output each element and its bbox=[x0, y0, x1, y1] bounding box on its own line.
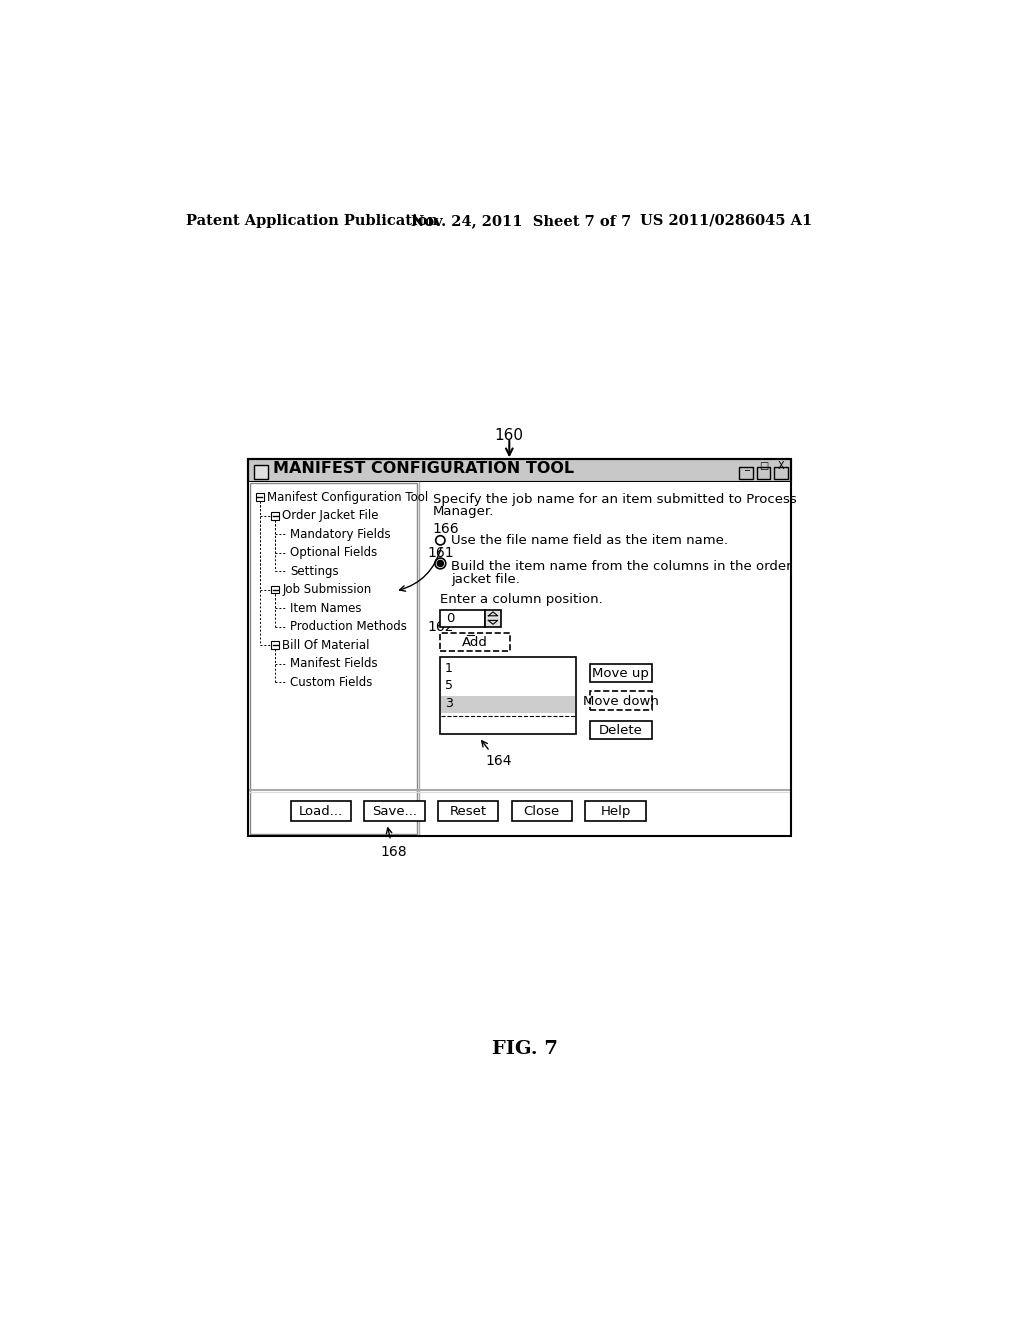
Bar bbox=[757, 467, 770, 479]
Bar bbox=[248, 482, 791, 836]
Text: Delete: Delete bbox=[599, 723, 643, 737]
Bar bbox=[441, 696, 575, 713]
Bar bbox=[271, 512, 280, 520]
Text: X: X bbox=[777, 461, 783, 471]
Bar bbox=[248, 459, 791, 482]
Text: Order Jacket File: Order Jacket File bbox=[283, 510, 379, 523]
Text: Manifest Configuration Tool: Manifest Configuration Tool bbox=[266, 491, 428, 504]
Text: Manifest Fields: Manifest Fields bbox=[290, 657, 378, 671]
Bar bbox=[291, 800, 351, 821]
Bar bbox=[739, 467, 754, 479]
Text: Specify the job name for an item submitted to Process: Specify the job name for an item submitt… bbox=[432, 492, 797, 506]
Text: 160: 160 bbox=[495, 428, 524, 444]
Text: US 2011/0286045 A1: US 2011/0286045 A1 bbox=[640, 214, 812, 228]
Text: 168: 168 bbox=[381, 845, 408, 859]
Text: 1: 1 bbox=[445, 663, 453, 675]
Text: 161: 161 bbox=[428, 545, 455, 560]
Text: Close: Close bbox=[523, 805, 560, 818]
Text: 164: 164 bbox=[485, 755, 512, 768]
Text: Mandatory Fields: Mandatory Fields bbox=[290, 528, 390, 541]
Bar bbox=[271, 642, 280, 649]
Text: Manager.: Manager. bbox=[432, 506, 494, 517]
Bar bbox=[440, 657, 575, 734]
Bar bbox=[590, 721, 652, 739]
Text: 3: 3 bbox=[445, 697, 453, 710]
Bar bbox=[485, 610, 501, 627]
Text: Build the item name from the columns in the order: Build the item name from the columns in … bbox=[452, 561, 792, 573]
Text: Nov. 24, 2011  Sheet 7 of 7: Nov. 24, 2011 Sheet 7 of 7 bbox=[411, 214, 631, 228]
Bar bbox=[254, 465, 268, 479]
Text: Optional Fields: Optional Fields bbox=[290, 546, 377, 560]
Text: _: _ bbox=[744, 461, 749, 471]
Text: Bill Of Material: Bill Of Material bbox=[283, 639, 370, 652]
Text: Patent Application Publication: Patent Application Publication bbox=[186, 214, 438, 228]
Bar bbox=[256, 494, 263, 502]
Text: Production Methods: Production Methods bbox=[290, 620, 407, 634]
Text: jacket file.: jacket file. bbox=[452, 573, 520, 586]
Text: Job Submission: Job Submission bbox=[283, 583, 372, 597]
Text: Settings: Settings bbox=[290, 565, 339, 578]
Bar bbox=[248, 459, 791, 836]
Text: Enter a column position.: Enter a column position. bbox=[440, 593, 603, 606]
Bar bbox=[586, 800, 646, 821]
Bar bbox=[590, 692, 652, 710]
Bar bbox=[250, 483, 417, 834]
Bar bbox=[438, 800, 499, 821]
Text: MANIFEST CONFIGURATION TOOL: MANIFEST CONFIGURATION TOOL bbox=[273, 461, 574, 477]
Bar bbox=[440, 610, 485, 627]
Text: Item Names: Item Names bbox=[290, 602, 361, 615]
Text: □: □ bbox=[759, 461, 768, 471]
Text: FIG. 7: FIG. 7 bbox=[492, 1040, 558, 1059]
Text: Move down: Move down bbox=[583, 694, 658, 708]
Text: Add: Add bbox=[462, 636, 488, 649]
Bar bbox=[773, 467, 787, 479]
Text: Reset: Reset bbox=[450, 805, 486, 818]
Text: 166: 166 bbox=[432, 521, 459, 536]
Text: Save...: Save... bbox=[372, 805, 417, 818]
Bar bbox=[271, 586, 280, 594]
Text: 0: 0 bbox=[446, 612, 455, 626]
Text: Help: Help bbox=[600, 805, 631, 818]
Bar bbox=[365, 800, 425, 821]
Bar bbox=[512, 800, 572, 821]
Text: 5: 5 bbox=[445, 678, 453, 692]
Text: Use the file name field as the item name.: Use the file name field as the item name… bbox=[452, 533, 728, 546]
Circle shape bbox=[437, 560, 443, 566]
Text: Custom Fields: Custom Fields bbox=[290, 676, 373, 689]
Bar bbox=[590, 664, 652, 682]
Text: 162: 162 bbox=[428, 619, 455, 634]
Text: Move up: Move up bbox=[593, 667, 649, 680]
Bar bbox=[440, 632, 510, 651]
Text: Load...: Load... bbox=[299, 805, 343, 818]
